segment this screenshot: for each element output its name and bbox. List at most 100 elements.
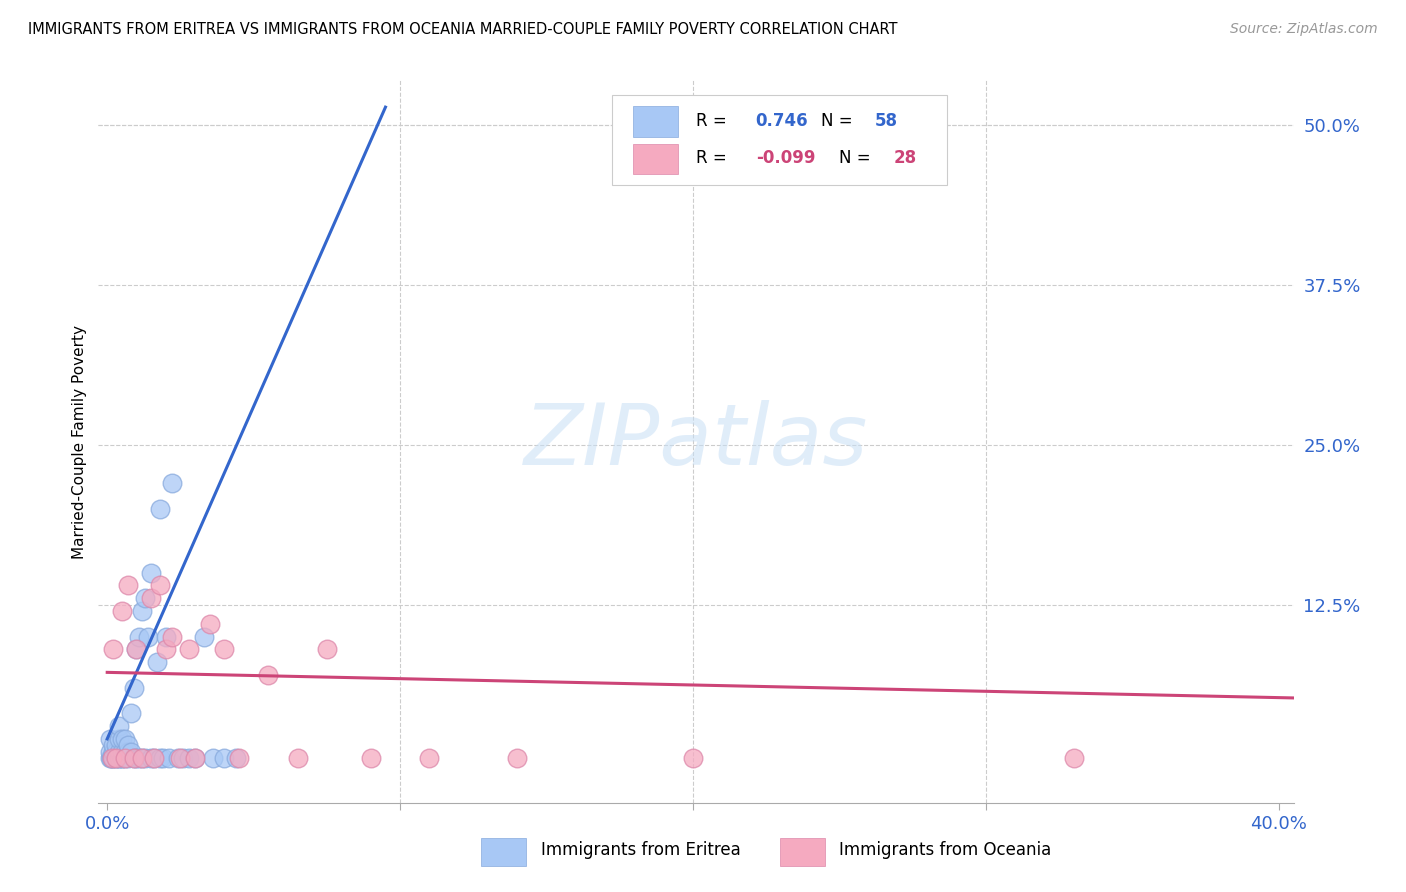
Point: [169, 751, 191, 765]
Point: [111, 751, 134, 765]
Text: N =: N =: [839, 149, 870, 168]
Point: [143, 751, 166, 765]
Text: 0.746: 0.746: [756, 112, 808, 129]
Point: [155, 630, 177, 644]
Point: [214, 751, 236, 765]
Point: [198, 616, 221, 631]
Point: [160, 630, 183, 644]
Point: [682, 751, 704, 765]
Point: [155, 642, 177, 657]
Point: [101, 642, 124, 657]
Point: [141, 591, 163, 606]
Point: [360, 751, 382, 765]
Point: [101, 751, 124, 765]
Point: [114, 745, 136, 759]
Point: [101, 738, 124, 752]
Point: [160, 476, 183, 491]
Point: [100, 751, 122, 765]
Point: [108, 731, 131, 746]
Y-axis label: Married-Couple Family Poverty: Married-Couple Family Poverty: [72, 325, 87, 558]
Point: [100, 751, 122, 765]
Point: [141, 751, 163, 765]
Point: [111, 751, 134, 765]
Point: [184, 751, 207, 765]
Point: [184, 751, 207, 765]
Point: [120, 706, 142, 721]
FancyBboxPatch shape: [633, 144, 678, 174]
Point: [257, 668, 280, 682]
Point: [108, 751, 131, 765]
Point: [315, 642, 337, 657]
Point: [214, 642, 236, 657]
Point: [172, 751, 194, 765]
Point: [131, 751, 153, 765]
Point: [108, 745, 131, 759]
Point: [152, 751, 174, 765]
Point: [117, 738, 139, 752]
Point: [122, 751, 145, 765]
Point: [149, 751, 172, 765]
Point: [146, 655, 169, 669]
Point: [228, 751, 250, 765]
Point: [117, 578, 139, 592]
Text: Immigrants from Oceania: Immigrants from Oceania: [839, 841, 1052, 860]
Point: [111, 604, 134, 618]
Point: [105, 745, 127, 759]
Point: [128, 751, 150, 765]
Text: R =: R =: [696, 149, 727, 168]
Point: [143, 751, 166, 765]
Text: R =: R =: [696, 112, 727, 129]
FancyBboxPatch shape: [613, 95, 948, 185]
Point: [134, 591, 156, 606]
Point: [105, 751, 127, 765]
Point: [105, 751, 127, 765]
Point: [125, 751, 148, 765]
Point: [122, 681, 145, 695]
Point: [122, 751, 145, 765]
FancyBboxPatch shape: [779, 838, 825, 865]
Point: [100, 751, 122, 765]
Point: [114, 751, 136, 765]
Point: [117, 751, 139, 765]
Text: 58: 58: [876, 112, 898, 129]
Text: Source: ZipAtlas.com: Source: ZipAtlas.com: [1230, 22, 1378, 37]
Point: [111, 745, 134, 759]
Point: [149, 501, 172, 516]
Point: [114, 731, 136, 746]
Point: [166, 751, 188, 765]
Point: [111, 731, 134, 746]
Point: [98, 745, 121, 759]
Point: [98, 751, 121, 765]
Point: [136, 630, 159, 644]
Point: [105, 738, 127, 752]
Text: 28: 28: [893, 149, 917, 168]
Point: [105, 751, 127, 765]
Point: [134, 751, 156, 765]
Point: [141, 566, 163, 580]
Text: Immigrants from Eritrea: Immigrants from Eritrea: [541, 841, 741, 860]
Point: [201, 751, 224, 765]
Point: [1063, 751, 1085, 765]
Point: [108, 719, 131, 733]
Text: -0.099: -0.099: [756, 149, 815, 168]
Point: [131, 751, 153, 765]
Point: [287, 751, 309, 765]
Point: [193, 630, 215, 644]
FancyBboxPatch shape: [633, 106, 678, 136]
Text: N =: N =: [821, 112, 853, 129]
Point: [101, 745, 124, 759]
Point: [114, 751, 136, 765]
Point: [125, 642, 148, 657]
Point: [98, 731, 121, 746]
Point: [149, 578, 172, 592]
Text: IMMIGRANTS FROM ERITREA VS IMMIGRANTS FROM OCEANIA MARRIED-COUPLE FAMILY POVERTY: IMMIGRANTS FROM ERITREA VS IMMIGRANTS FR…: [28, 22, 897, 37]
Point: [418, 751, 440, 765]
Point: [125, 642, 148, 657]
Point: [117, 745, 139, 759]
Point: [120, 745, 142, 759]
Point: [128, 630, 150, 644]
Point: [179, 751, 201, 765]
Point: [225, 751, 247, 765]
Text: ZIPatlas: ZIPatlas: [524, 400, 868, 483]
Point: [131, 604, 153, 618]
